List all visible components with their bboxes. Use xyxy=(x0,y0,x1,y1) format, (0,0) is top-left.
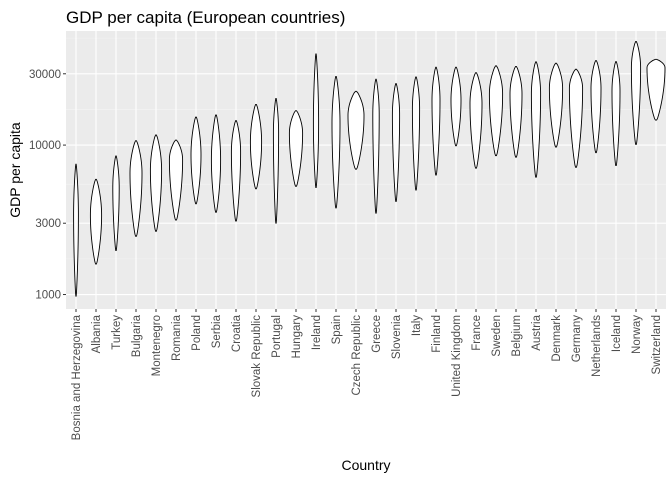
x-tick-label: Portugal xyxy=(271,315,283,358)
x-tick-label: Slovenia xyxy=(391,314,403,359)
x-tick-label: Ireland xyxy=(311,315,323,350)
x-tick-label: Albania xyxy=(91,314,103,353)
x-tick-label: Slovak Republic xyxy=(251,315,263,398)
violin-sweden xyxy=(488,65,504,157)
x-tick-label: Denmark xyxy=(551,315,563,362)
violin-iceland xyxy=(611,61,621,166)
x-tick-label: Serbia xyxy=(211,314,223,348)
x-tick-label: Germany xyxy=(571,315,583,363)
violin-poland xyxy=(190,116,202,205)
x-tick-label: United Kingdom xyxy=(451,315,463,397)
violin-serbia xyxy=(210,114,222,213)
x-axis-title: Country xyxy=(341,457,390,473)
x-tick-label: Austria xyxy=(531,314,543,350)
y-axis: 1000 3000 10000 30000 xyxy=(29,69,66,302)
violin-denmark xyxy=(548,62,564,148)
violin-italy xyxy=(411,76,421,191)
violin-czech-republic xyxy=(347,90,365,170)
violin-norway xyxy=(630,40,642,145)
x-tick-label: France xyxy=(471,315,483,351)
x-axis: Bosnia and Herzegovina Albania Turkey Bulga… xyxy=(71,309,663,440)
violin-turkey xyxy=(112,155,120,251)
x-tick-label: Sweden xyxy=(491,315,503,357)
violin-france xyxy=(469,72,483,169)
x-tick-label: Croatia xyxy=(231,314,243,352)
x-tick-label: Norway xyxy=(631,315,643,354)
x-tick-label: Greece xyxy=(371,315,383,353)
violin-finland xyxy=(431,66,441,176)
x-tick-label: Turkey xyxy=(111,315,123,350)
x-tick-label: Bulgaria xyxy=(131,314,143,357)
violin-bulgaria xyxy=(129,140,143,237)
violin-austria xyxy=(530,61,542,178)
x-tick-label: Montenegro xyxy=(151,315,163,376)
y-tick-label: 30000 xyxy=(29,69,61,81)
violin-portugal xyxy=(272,98,280,224)
violin-croatia xyxy=(230,120,242,222)
x-tick-label: Netherlands xyxy=(591,315,603,377)
violins xyxy=(73,40,666,297)
violin-netherlands xyxy=(590,60,602,154)
y-tick-label: 3000 xyxy=(35,218,61,230)
x-tick-label: Switzerland xyxy=(651,315,663,374)
violin-united-kingdom xyxy=(450,66,462,147)
violin-albania xyxy=(89,178,103,265)
x-tick-label: Iceland xyxy=(611,315,623,352)
x-tick-label: Italy xyxy=(411,315,423,336)
violin-hungary xyxy=(288,110,304,187)
violin-slovak-republic xyxy=(249,104,263,190)
x-tick-label: Poland xyxy=(191,315,203,351)
x-tick-label: Romania xyxy=(171,314,183,361)
x-tick-label: Spain xyxy=(331,315,343,344)
y-axis-title: GDP per capita xyxy=(7,122,23,218)
x-tick-label: Finland xyxy=(431,315,443,353)
x-tick-label: Bosnia and Herzegovina xyxy=(71,314,83,440)
violin-slovenia xyxy=(391,83,401,202)
violin-bosnia-and-herzegovina xyxy=(73,163,79,297)
violin-romania xyxy=(168,139,184,221)
violin-greece xyxy=(372,78,380,214)
violin-belgium xyxy=(509,65,523,158)
plot-panel xyxy=(66,31,666,309)
violin-switzerland xyxy=(646,58,666,121)
x-tick-label: Czech Republic xyxy=(351,315,363,396)
violin-montenegro xyxy=(149,134,163,232)
y-tick-label: 1000 xyxy=(35,290,61,302)
violin-spain xyxy=(331,75,341,209)
x-tick-label: Belgium xyxy=(511,315,523,357)
violin-germany xyxy=(568,68,584,168)
x-tick-label: Hungary xyxy=(291,315,303,359)
chart-title: GDP per capita (European countries) xyxy=(66,8,345,27)
y-tick-label: 10000 xyxy=(29,140,61,152)
violin-ireland xyxy=(312,53,320,188)
